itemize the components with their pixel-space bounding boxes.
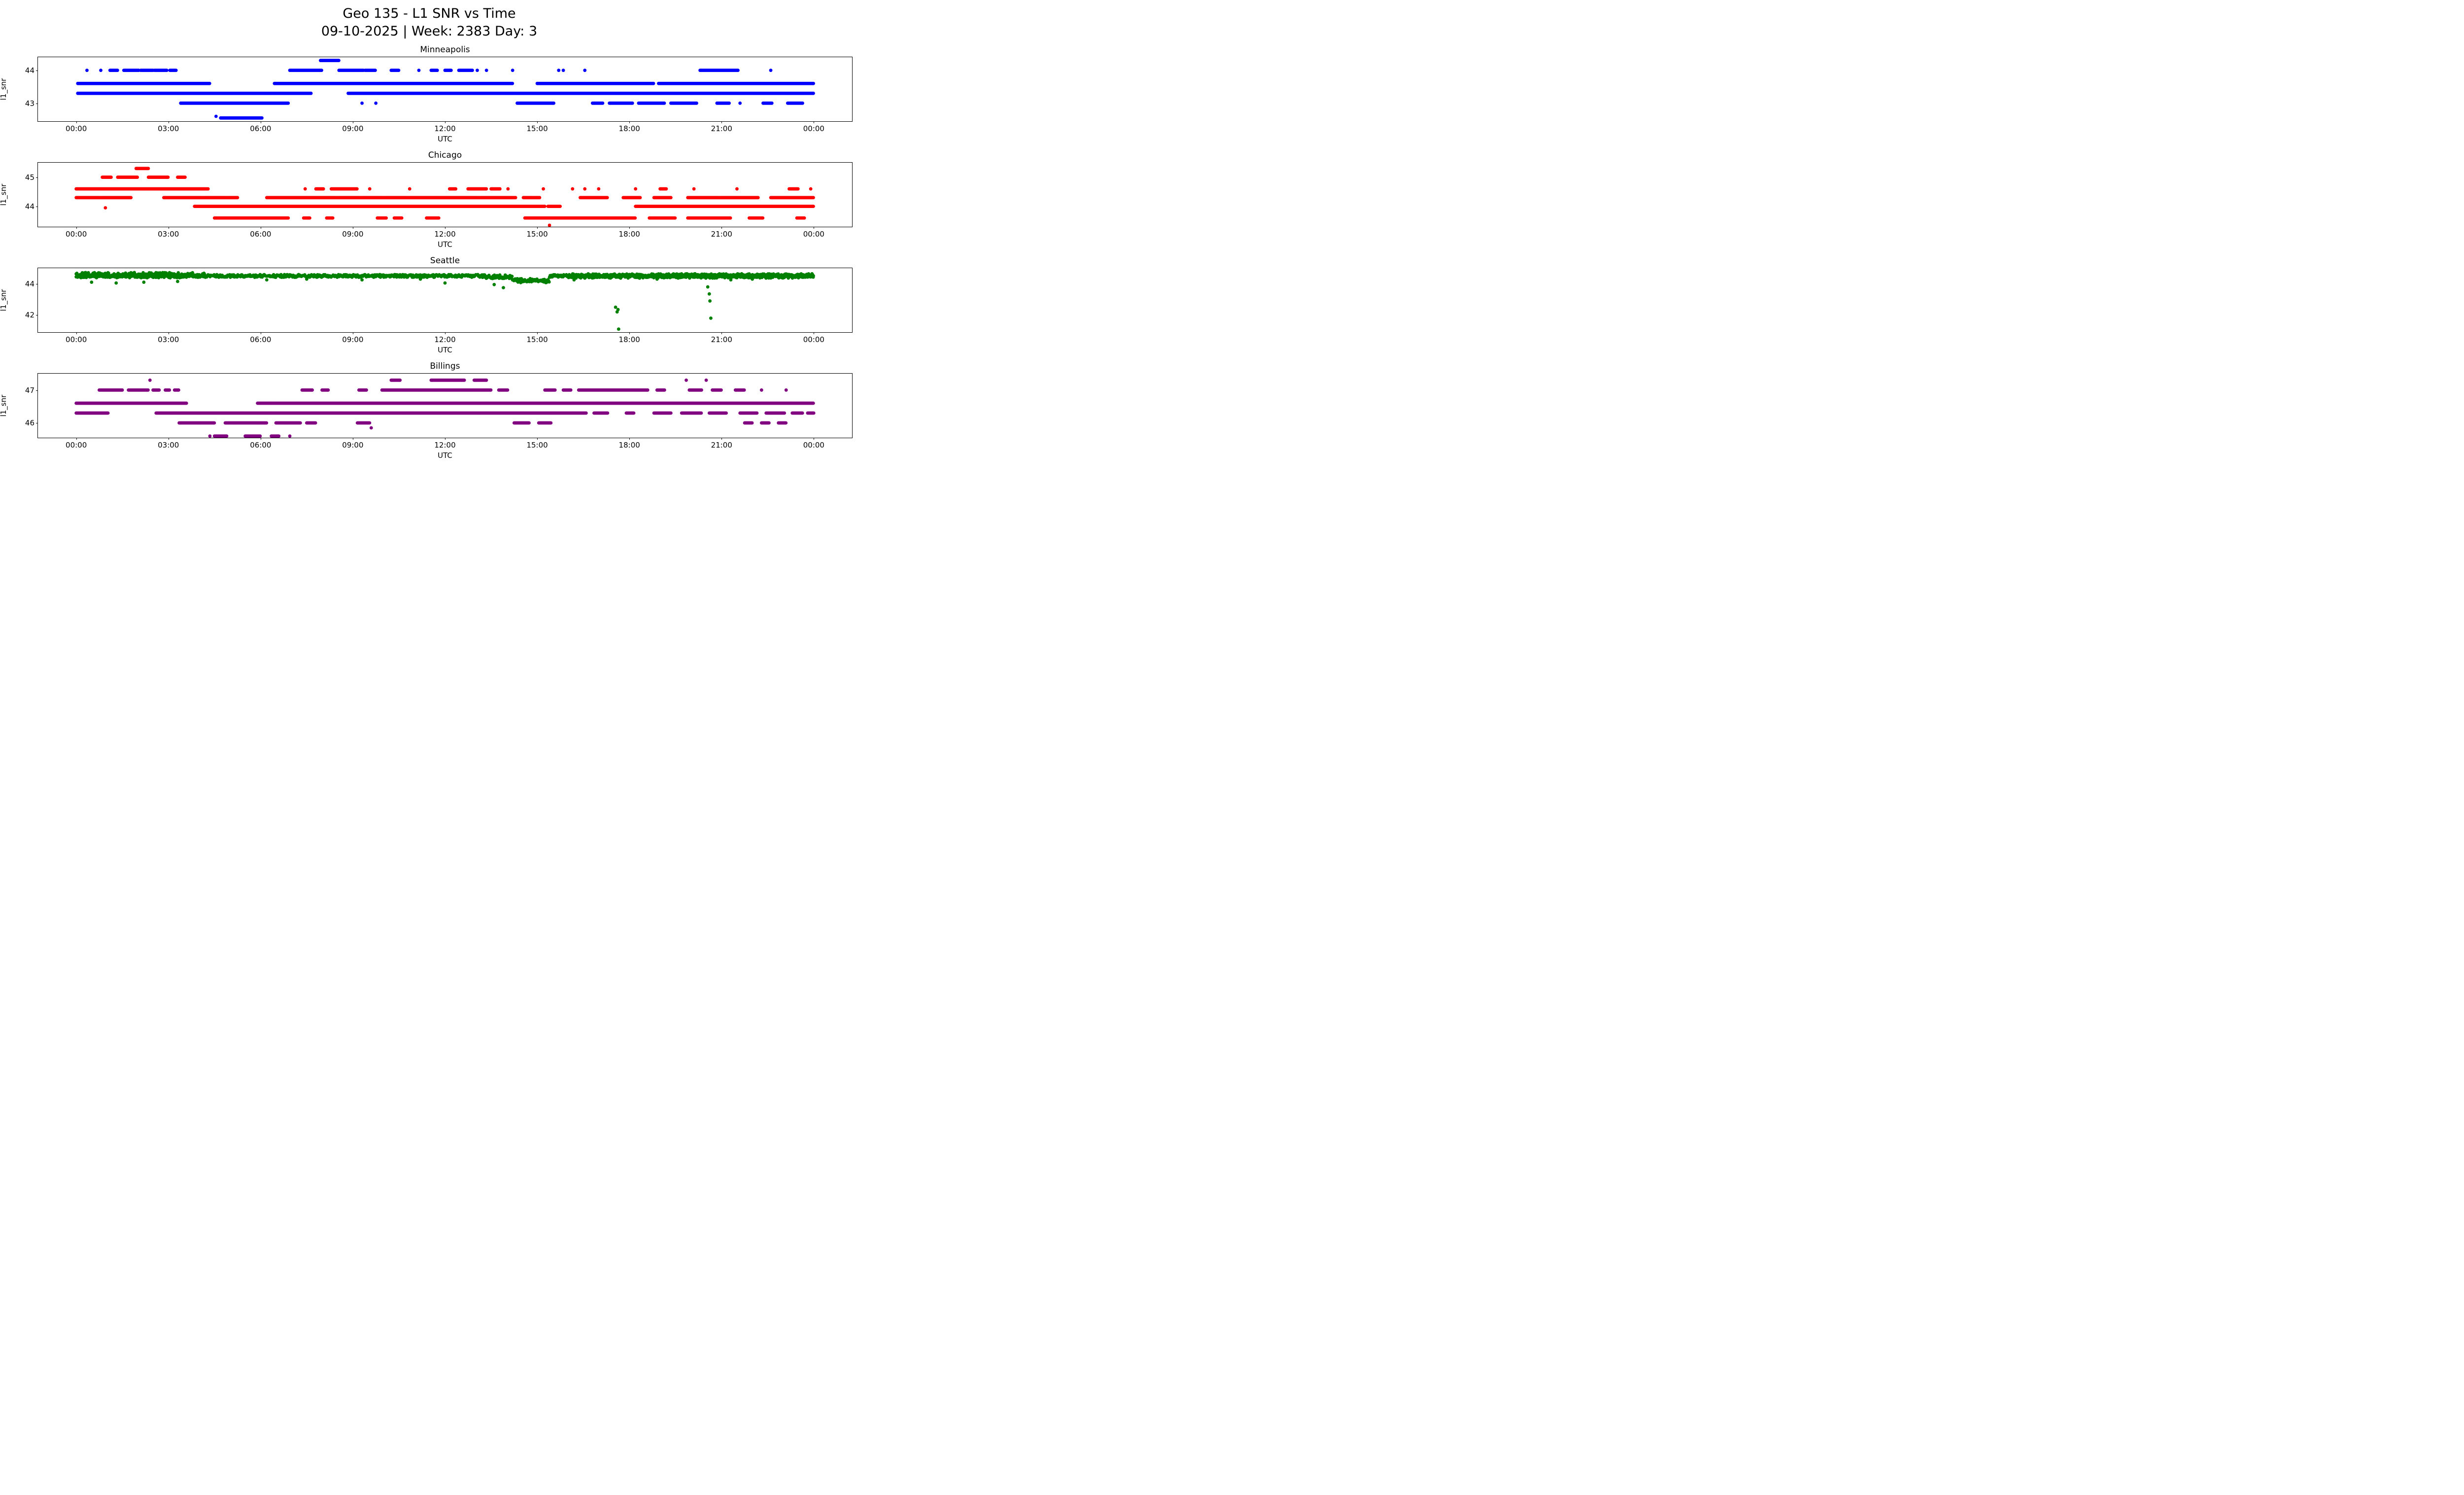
subplot-title-seattle: Seattle (430, 256, 460, 266)
scatter-canvas-seattle (38, 268, 852, 333)
x-tick-mark (537, 227, 538, 229)
x-tick-mark (537, 332, 538, 335)
x-axis-label-billings: UTC (438, 451, 452, 460)
y-axis-label-billings: l1_snr (0, 394, 8, 417)
y-tick-mark (36, 70, 38, 71)
y-tick-label: 43 (25, 99, 34, 108)
x-tick-label: 21:00 (711, 230, 732, 239)
x-tick-label: 15:00 (526, 230, 548, 239)
x-tick-label: 03:00 (158, 441, 179, 450)
x-tick-label: 00:00 (803, 230, 824, 239)
subplot-title-billings: Billings (430, 361, 460, 372)
subplot-billings: Billings l1_snr UTC 00:00 03:00 06:00 09:00… (0, 361, 858, 460)
x-tick-label: 09:00 (342, 441, 364, 450)
x-tick-label: 15:00 (526, 441, 548, 450)
x-tick-label: 06:00 (250, 124, 272, 134)
x-axis-label-seattle: UTC (438, 346, 452, 355)
y-tick-label: 44 (25, 202, 34, 211)
x-tick-label: 09:00 (342, 230, 364, 239)
subplot-chicago: Chicago l1_snr UTC 00:00 03:00 06:00 09:00 1… (0, 150, 858, 249)
x-tick-label: 18:00 (618, 230, 640, 239)
y-tick-label: 44 (25, 66, 34, 75)
x-tick-mark (721, 227, 722, 229)
x-tick-label: 21:00 (711, 124, 732, 134)
y-tick-label: 46 (25, 418, 34, 428)
y-axis-label-minneapolis: l1_snr (0, 78, 8, 101)
x-tick-label: 12:00 (434, 335, 456, 345)
x-tick-label: 15:00 (526, 124, 548, 134)
x-tick-mark (629, 438, 630, 440)
x-tick-label: 18:00 (618, 124, 640, 134)
x-tick-mark (629, 121, 630, 124)
scatter-canvas-minneapolis (38, 57, 852, 122)
scatter-canvas-billings (38, 374, 852, 438)
figure-header: Geo 135 - L1 SNR vs Time 09-10-2025 | We… (0, 5, 858, 40)
x-tick-label: 06:00 (250, 335, 272, 345)
x-tick-label: 12:00 (434, 441, 456, 450)
plot-area-chicago: l1_snr UTC 00:00 03:00 06:00 09:00 12:00 15:0… (0, 162, 853, 249)
x-tick-mark (76, 332, 77, 335)
x-tick-mark (76, 227, 77, 229)
plot-area-seattle: l1_snr UTC 00:00 03:00 06:00 09:00 12:00 15:0… (0, 268, 853, 354)
x-tick-label: 06:00 (250, 230, 272, 239)
x-tick-label: 12:00 (434, 124, 456, 134)
x-tick-mark (721, 332, 722, 335)
subplot-seattle: Seattle l1_snr UTC 00:00 03:00 06:00 09:00 1… (0, 256, 858, 354)
x-tick-label: 12:00 (434, 230, 456, 239)
x-tick-label: 03:00 (158, 124, 179, 134)
x-tick-mark (629, 332, 630, 335)
plot-area-minneapolis: l1_snr UTC 00:00 03:00 06:00 09:00 12:00 15:0… (0, 57, 853, 143)
x-tick-label: 00:00 (803, 441, 824, 450)
y-axis-label-chicago: l1_snr (0, 183, 8, 206)
x-tick-mark (721, 121, 722, 124)
x-tick-label: 09:00 (342, 335, 364, 345)
x-tick-label: 00:00 (66, 335, 87, 345)
x-tick-label: 03:00 (158, 335, 179, 345)
x-tick-mark (537, 121, 538, 124)
scatter-canvas-chicago (38, 163, 852, 227)
x-axis-label-chicago: UTC (438, 240, 452, 249)
x-tick-label: 15:00 (526, 335, 548, 345)
subplot-title-minneapolis: Minneapolis (420, 45, 470, 55)
x-tick-label: 00:00 (803, 335, 824, 345)
x-tick-mark (76, 121, 77, 124)
y-tick-label: 45 (25, 173, 34, 182)
x-tick-label: 00:00 (66, 441, 87, 450)
y-axis-label-seattle: l1_snr (0, 289, 8, 312)
x-tick-label: 18:00 (618, 441, 640, 450)
x-tick-mark (629, 227, 630, 229)
x-tick-label: 03:00 (158, 230, 179, 239)
x-axis-label-minneapolis: UTC (438, 135, 452, 144)
x-tick-mark (76, 438, 77, 440)
figure-subtitle: 09-10-2025 | Week: 2383 Day: 3 (321, 23, 538, 39)
subplot-minneapolis: Minneapolis l1_snr UTC 00:00 03:00 06:00 09… (0, 45, 858, 143)
x-tick-label: 00:00 (66, 124, 87, 134)
x-tick-label: 18:00 (618, 335, 640, 345)
figure-title: Geo 135 - L1 SNR vs Time (342, 6, 516, 21)
x-tick-label: 00:00 (803, 124, 824, 134)
y-tick-mark (36, 177, 38, 178)
y-tick-label: 47 (25, 385, 34, 395)
x-tick-mark (721, 438, 722, 440)
x-tick-label: 21:00 (711, 441, 732, 450)
y-tick-label: 42 (25, 311, 34, 320)
y-tick-label: 44 (25, 279, 34, 288)
plot-area-billings: l1_snr UTC 00:00 03:00 06:00 09:00 12:00 15:0… (0, 373, 853, 460)
x-tick-label: 09:00 (342, 124, 364, 134)
subplot-title-chicago: Chicago (428, 150, 462, 161)
x-tick-mark (537, 438, 538, 440)
x-tick-label: 06:00 (250, 441, 272, 450)
y-tick-mark (36, 390, 38, 391)
x-tick-label: 21:00 (711, 335, 732, 345)
figure: Geo 135 - L1 SNR vs Time 09-10-2025 | We… (0, 0, 858, 476)
x-tick-label: 00:00 (66, 230, 87, 239)
